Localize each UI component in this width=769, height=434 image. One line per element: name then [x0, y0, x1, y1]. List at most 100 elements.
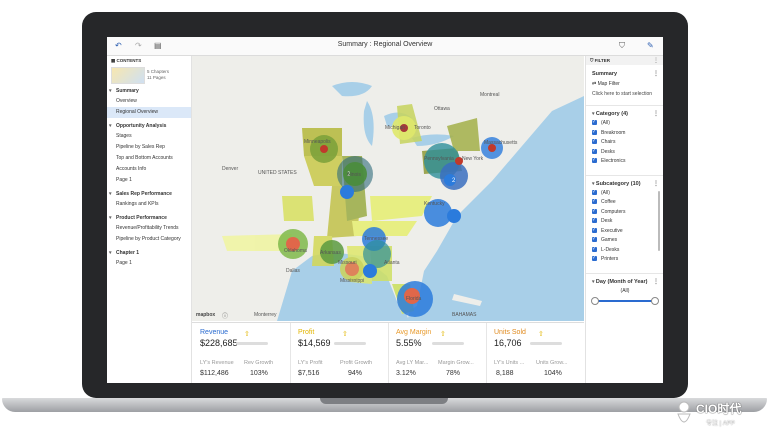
- subcategory-scrollbar[interactable]: [658, 190, 660, 251]
- filter-panel: ⛉ FILTER Summary ⋮ ⇄ Map Filter ⋮ Click h…: [585, 56, 663, 383]
- nav-overview[interactable]: Overview: [116, 98, 137, 104]
- subcategory-option[interactable]: Games: [586, 235, 663, 246]
- state-new-york: [447, 118, 480, 151]
- pages-count: 11 Pages: [147, 75, 166, 80]
- regional-map[interactable]: 2 2 Minneapolis Michigan Toronto Ottawa …: [192, 56, 584, 321]
- category-option[interactable]: Desks: [586, 147, 663, 158]
- section-product-performance[interactable]: Product Performance: [107, 214, 191, 223]
- kpi-sub-label: Profit Growth: [340, 360, 373, 366]
- subcategory-option[interactable]: L-Desks: [586, 245, 663, 256]
- slider-handle-end[interactable]: [651, 296, 659, 305]
- watermark-brand: CIO时代: [696, 402, 742, 416]
- more-icon[interactable]: ⋮: [653, 58, 659, 64]
- filter-icon[interactable]: ⛉: [619, 41, 625, 50]
- kpi-name: Units Sold: [494, 329, 526, 336]
- kpi-sub-value: 94%: [348, 370, 363, 377]
- section-opportunity-analysis[interactable]: Opportunity Analysis: [107, 122, 191, 131]
- more-icon[interactable]: ⋮: [653, 180, 659, 187]
- subcategory-filter-header[interactable]: ▾ Subcategory (10) ⋮: [592, 180, 659, 187]
- checkbox-checked-icon: [592, 137, 597, 147]
- subcategory-option[interactable]: Coffee: [586, 197, 663, 208]
- checkbox-checked-icon: [592, 118, 597, 128]
- nav-rankings-kpis[interactable]: Rankings and KPIs: [116, 201, 159, 207]
- map-canvas[interactable]: 2 2: [192, 56, 584, 321]
- kpi-value: 16,706: [494, 338, 522, 348]
- nav-accounts-info[interactable]: Accounts Info: [116, 166, 147, 172]
- cluster-count-2[interactable]: 2: [452, 178, 456, 184]
- map-filter-row[interactable]: ⇄ Map Filter ⋮: [592, 58, 659, 87]
- selection-hint[interactable]: Click here to start selection: [592, 91, 653, 97]
- category-filter-header[interactable]: ▾ Category (4) ⋮: [592, 111, 659, 117]
- subcategory-option[interactable]: Executive: [586, 226, 663, 237]
- kpi-value: 5.55%: [396, 338, 422, 348]
- more-icon[interactable]: ⋮: [653, 111, 659, 117]
- checkbox-checked-icon: [592, 226, 597, 235]
- kpi-sub-value: 103%: [250, 370, 268, 377]
- slider-handle-start[interactable]: [591, 296, 599, 305]
- subcategory-option[interactable]: Printers: [586, 254, 663, 265]
- more-icon[interactable]: ⋮: [653, 71, 659, 77]
- nav-top-bottom-accounts[interactable]: Top and Bottom Accounts: [116, 155, 173, 161]
- label-toronto: Toronto: [414, 125, 431, 131]
- kpi-sub-label: Margin Grow...: [438, 360, 474, 366]
- checkbox-checked-icon: [592, 245, 597, 254]
- category-option[interactable]: Breakroom: [586, 128, 663, 139]
- category-option[interactable]: (All): [586, 118, 663, 129]
- kpi-name: Revenue: [200, 329, 229, 336]
- subcategory-option[interactable]: Desk: [586, 216, 663, 227]
- label-oklahoma: Oklahoma: [284, 248, 307, 254]
- subcategory-option[interactable]: Computers: [586, 207, 663, 218]
- nav-revenue-trends[interactable]: Revenue/Profitability Trends: [116, 225, 179, 231]
- kpi-sub-value: 8,188: [496, 370, 514, 377]
- label-florida: Florida: [406, 296, 422, 302]
- subcategory-option[interactable]: (All): [586, 188, 663, 199]
- label-mississippi: Mississippi: [340, 278, 365, 284]
- day-filter-header[interactable]: ▾ Day (Month of Year) ⋮: [592, 278, 659, 285]
- day-range-slider[interactable]: [586, 296, 663, 306]
- kpi-progress-bar: [334, 342, 366, 345]
- kpi-sub-value: 3.12%: [396, 370, 416, 377]
- section-chapter-1[interactable]: Chapter 1: [107, 249, 191, 258]
- filter-icon: ⛉: [590, 58, 594, 63]
- label-illinois: Illinois: [347, 172, 361, 178]
- nav-chapter1-page-1[interactable]: Page 1: [116, 260, 132, 266]
- section-sales-rep-performance[interactable]: Sales Rep Performance: [107, 190, 191, 199]
- nav-pipeline-by-sales-rep[interactable]: Pipeline by Sales Rep: [116, 144, 165, 150]
- pages-icon[interactable]: ▤: [154, 41, 162, 50]
- undo-icon[interactable]: ↶: [115, 41, 122, 50]
- kpi-avg-margin[interactable]: Avg Margin 5.55% ⇧ Avg LY Mar... Margin …: [388, 323, 487, 383]
- contents-icon: ▦: [111, 58, 116, 63]
- kpi-sub-value: $7,516: [298, 370, 320, 377]
- cluster-count-1[interactable]: 2: [347, 172, 351, 178]
- mapbox-logo[interactable]: mapbox: [196, 312, 216, 318]
- state-kentucky: [370, 196, 432, 221]
- contents-panel: ▦ CONTENTS 5 Chapters 11 Pages Summary O…: [107, 56, 192, 383]
- kpi-profit[interactable]: Profit $14,569 ⇧ LY's Profit Profit Grow…: [290, 323, 389, 383]
- checkbox-checked-icon: [592, 147, 597, 156]
- more-icon[interactable]: ⋮: [653, 278, 659, 285]
- nav-stages[interactable]: Stages: [116, 133, 132, 139]
- dossier-thumbnail[interactable]: [111, 67, 145, 84]
- kpi-units-sold[interactable]: Units Sold 16,706 ⇧ LY's Units ... Units…: [486, 323, 584, 383]
- kpi-sub-label: Rev Growth: [244, 360, 274, 366]
- nav-page-1[interactable]: Page 1: [116, 177, 132, 183]
- label-minneapolis: Minneapolis: [304, 139, 331, 145]
- category-option[interactable]: Electronics: [586, 156, 663, 167]
- nav-pipeline-by-category[interactable]: Pipeline by Product Category: [116, 236, 181, 242]
- kpi-revenue[interactable]: Revenue $228,685 ⇧ LY's Revenue Rev Grow…: [192, 323, 291, 383]
- kpi-sub-label: Units Grow...: [536, 360, 568, 366]
- info-icon[interactable]: ⓘ: [222, 314, 229, 320]
- laptop-base: [2, 398, 767, 412]
- redo-icon[interactable]: ↷: [135, 41, 142, 50]
- map-filter-icon: ⇄: [592, 81, 597, 87]
- trend-up-icon: ⇧: [342, 331, 348, 338]
- filter-header: ⛉ FILTER: [586, 56, 663, 65]
- checkbox-checked-icon: [592, 128, 597, 137]
- state-iowa: [304, 156, 342, 186]
- kpi-sub-value: 104%: [544, 370, 562, 377]
- nav-regional-overview[interactable]: Regional Overview: [107, 107, 191, 118]
- edit-icon[interactable]: ✎: [647, 41, 654, 50]
- category-option[interactable]: Chairs: [586, 137, 663, 148]
- kpi-sub-value: $112,486: [200, 370, 229, 377]
- section-summary[interactable]: Summary: [107, 87, 191, 96]
